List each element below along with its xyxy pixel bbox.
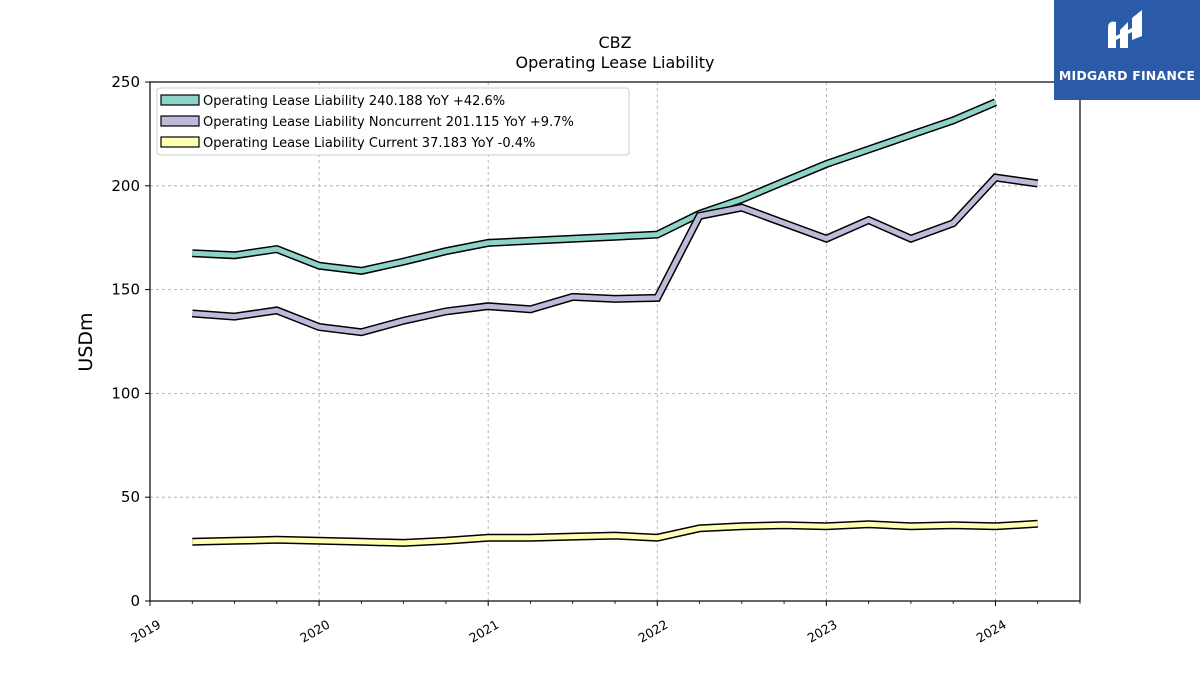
legend: Operating Lease Liability 240.188 YoY +4… <box>156 87 630 156</box>
series-fill <box>192 100 997 274</box>
midgard-finance-logo: MIDGARD FINANCE <box>1054 0 1200 100</box>
y-axis-label: USDm <box>75 312 97 371</box>
series-fill <box>192 521 1038 546</box>
x-tick-label: 2024 <box>974 617 1009 646</box>
legend-entry: Operating Lease Liability Current 37.183… <box>203 136 535 151</box>
legend-entry: Operating Lease Liability Noncurrent 201… <box>203 115 574 130</box>
x-tick-label: 2022 <box>635 617 670 646</box>
legend-box <box>156 87 630 156</box>
series-lines <box>192 98 1039 547</box>
y-tick-label: 150 <box>111 281 140 299</box>
legend-swatch <box>160 136 200 148</box>
y-tick-label: 50 <box>121 488 140 506</box>
x-tick-label: 2020 <box>297 617 332 646</box>
chart-subtitle: Operating Lease Liability <box>515 53 714 72</box>
y-tick-label: 200 <box>111 177 140 195</box>
axes: 0 50 100 150 200 250 2019 2020 2021 2022 2023 2024 <box>111 73 1081 646</box>
x-tick-label: 2021 <box>466 617 501 646</box>
legend-swatch <box>160 94 200 106</box>
series-line <box>192 173 1039 337</box>
series-line <box>192 519 1038 547</box>
x-tick-label: 2023 <box>805 617 840 646</box>
logo-mark-icon <box>1108 10 1142 48</box>
legend-swatch <box>160 115 200 127</box>
y-tick-label: 250 <box>111 73 140 91</box>
series-outline <box>192 173 1039 337</box>
series-line <box>192 98 998 275</box>
logo-text: MIDGARD FINANCE <box>1058 68 1196 83</box>
series-fill <box>192 174 1039 335</box>
chart-title: CBZ <box>598 33 631 52</box>
legend-entry: Operating Lease Liability 240.188 YoY +4… <box>203 94 505 109</box>
y-tick-label: 100 <box>111 384 140 402</box>
x-tick-label: 2019 <box>128 617 163 646</box>
y-tick-label: 0 <box>130 592 140 610</box>
